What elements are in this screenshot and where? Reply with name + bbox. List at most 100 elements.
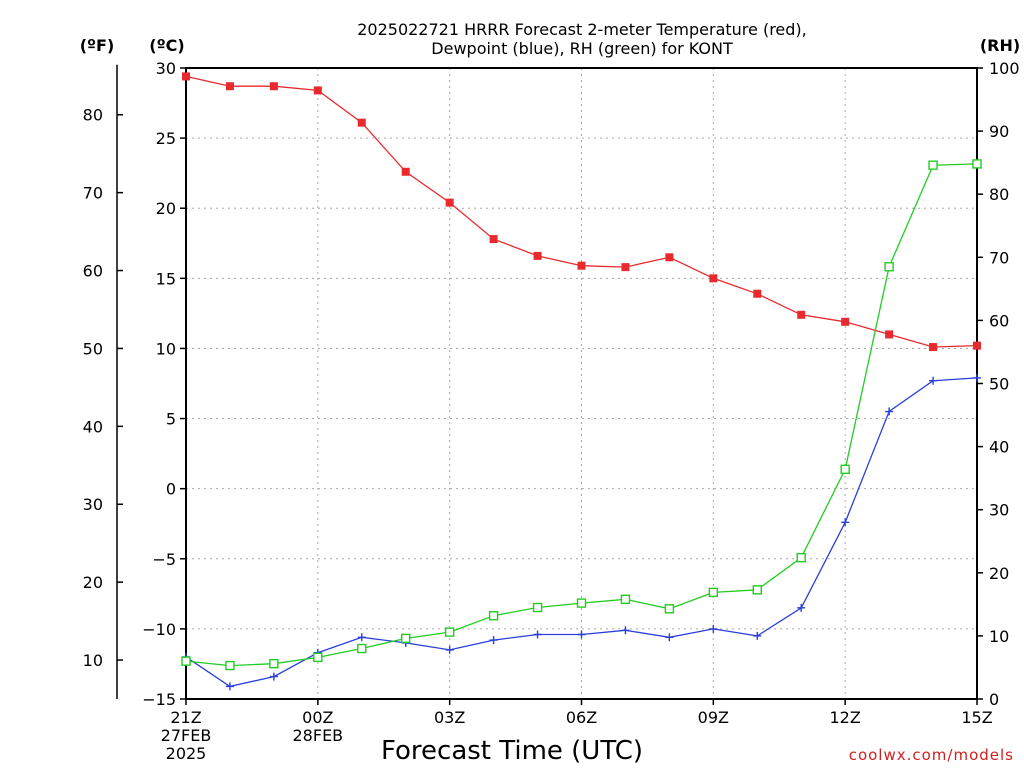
celsius-tick-label: 15 — [156, 269, 176, 288]
celsius-unit-label: (ºC) — [149, 36, 184, 55]
data-point — [444, 627, 455, 637]
series-lines — [181, 72, 982, 691]
x-tick-label: 12Z — [830, 708, 861, 727]
data-point — [357, 633, 366, 642]
celsius-tick-label: −15 — [142, 690, 176, 709]
data-point — [796, 552, 806, 563]
data-point — [884, 262, 894, 272]
series-2 — [181, 159, 982, 671]
data-point — [577, 630, 586, 639]
x-tick-label: 03Z — [434, 708, 465, 727]
fahrenheit-unit-label: (ºF) — [80, 36, 115, 55]
rh-tick-label: 50 — [989, 375, 1009, 394]
chart-text: 2025022721 HRRR Forecast 2-meter Tempera… — [80, 20, 1020, 766]
data-point — [664, 604, 675, 614]
data-point — [973, 341, 981, 350]
data-point — [269, 82, 278, 91]
celsius-tick-label: 30 — [156, 59, 176, 78]
chart-title-line-2: Dewpoint (blue), RH (green) for KONT — [431, 39, 733, 58]
x-tick-label: 28FEB — [293, 726, 344, 745]
rh-tick-label: 90 — [989, 122, 1009, 141]
data-point — [313, 652, 323, 663]
fahrenheit-tick-label: 70 — [83, 184, 103, 203]
credit-text: coolwx.com/models — [849, 746, 1014, 764]
x-tick-label: 27FEB — [161, 726, 212, 745]
data-point — [709, 274, 718, 283]
rh-tick-label: 60 — [989, 311, 1009, 330]
data-point — [357, 643, 367, 654]
data-point — [621, 626, 630, 635]
data-point — [621, 263, 630, 272]
data-point — [841, 518, 850, 527]
fahrenheit-tick-label: 60 — [83, 262, 103, 281]
fahrenheit-tick-label: 30 — [83, 495, 103, 514]
data-point — [533, 630, 542, 639]
data-point — [840, 464, 850, 475]
data-point — [797, 603, 806, 612]
data-point — [929, 376, 938, 385]
data-point — [708, 587, 719, 598]
data-point — [357, 118, 366, 127]
data-point — [972, 159, 982, 169]
data-point — [929, 343, 938, 352]
data-point — [620, 594, 631, 605]
data-point — [665, 633, 674, 642]
fahrenheit-tick-label: 10 — [83, 651, 103, 670]
data-point — [182, 72, 190, 81]
rh-tick-label: 10 — [989, 627, 1009, 646]
series-line — [185, 377, 978, 688]
x-axis-label: Forecast Time (UTC) — [381, 736, 643, 766]
data-point — [928, 160, 938, 170]
x-tick-label: 2025 — [166, 744, 207, 763]
data-point — [445, 198, 454, 207]
celsius-tick-label: 5 — [166, 410, 176, 429]
axes — [116, 64, 983, 705]
celsius-tick-label: 10 — [156, 339, 176, 358]
data-point — [225, 682, 234, 691]
rh-tick-label: 80 — [989, 185, 1009, 204]
fahrenheit-tick-label: 20 — [83, 573, 103, 592]
data-point — [269, 658, 279, 669]
rh-unit-label: (RH) — [980, 36, 1020, 55]
chart-title-line-1: 2025022721 HRRR Forecast 2-meter Tempera… — [357, 20, 807, 39]
celsius-tick-label: 25 — [156, 129, 176, 148]
data-point — [797, 310, 806, 319]
data-point — [225, 82, 234, 91]
celsius-tick-label: 20 — [156, 199, 176, 218]
data-point — [401, 167, 410, 176]
data-point — [665, 253, 674, 262]
data-point — [841, 317, 850, 326]
data-point — [973, 373, 981, 382]
data-point — [313, 86, 322, 95]
rh-tick-label: 0 — [989, 690, 999, 709]
data-point — [885, 407, 894, 416]
data-point — [532, 602, 543, 613]
x-tick-label: 21Z — [170, 708, 201, 727]
data-point — [488, 611, 499, 621]
tick-labels: −15−10−505101520253010203040506070800102… — [83, 59, 1020, 763]
celsius-tick-label: −10 — [142, 620, 176, 639]
x-tick-label: 06Z — [566, 708, 597, 727]
data-point — [225, 660, 235, 671]
data-point — [577, 261, 586, 270]
rh-tick-label: 40 — [989, 438, 1009, 457]
fahrenheit-tick-label: 50 — [83, 339, 103, 358]
rh-tick-label: 30 — [989, 501, 1009, 520]
data-point — [576, 598, 587, 608]
celsius-tick-label: 0 — [166, 480, 176, 499]
data-point — [489, 235, 498, 244]
fahrenheit-tick-label: 80 — [83, 106, 103, 125]
series-1 — [182, 373, 981, 691]
data-point — [401, 633, 411, 644]
data-point — [709, 624, 718, 633]
x-tick-label: 15Z — [961, 708, 992, 727]
x-tick-label: 00Z — [302, 708, 333, 727]
x-tick-label: 09Z — [698, 708, 729, 727]
data-point — [753, 631, 762, 640]
data-point — [489, 636, 498, 645]
data-point — [269, 672, 278, 681]
rh-tick-label: 20 — [989, 564, 1009, 583]
rh-tick-label: 70 — [989, 248, 1009, 267]
data-point — [885, 330, 894, 339]
